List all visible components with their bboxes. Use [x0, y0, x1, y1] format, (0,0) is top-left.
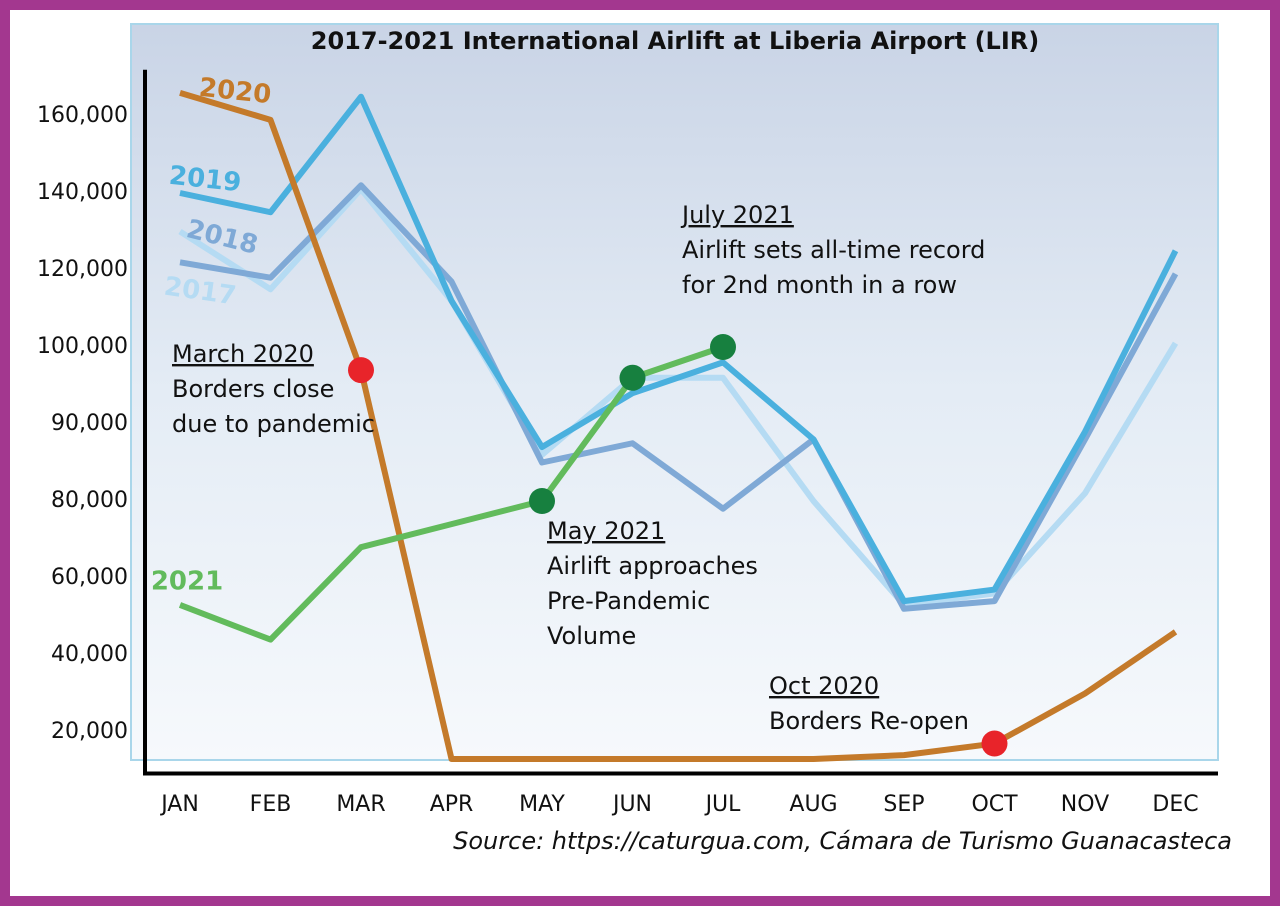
annotation-title: May 2021 — [547, 517, 665, 545]
x-tick-label: OCT — [971, 792, 1018, 817]
y-tick-label: 80,000 — [51, 488, 128, 513]
y-tick-label: 120,000 — [37, 257, 128, 282]
x-tick-label: DEC — [1152, 792, 1198, 817]
source: Source: https://caturgua.com, Cámara de … — [453, 827, 1232, 855]
x-tick-label: JAN — [159, 792, 199, 817]
x-tick-label: NOV — [1061, 792, 1109, 817]
annotation-text: Borders close — [172, 375, 334, 403]
series-line — [179, 90, 1178, 762]
y-tick-label: 20,000 — [51, 719, 128, 744]
x-tick-label: APR — [430, 792, 474, 817]
event-dot — [981, 730, 1008, 757]
y-tick-label: 100,000 — [37, 334, 128, 359]
annotation-text: Borders Re-open — [769, 707, 969, 735]
x-tick-label: JUL — [704, 792, 742, 817]
y-tick-label: 90,000 — [51, 411, 128, 436]
annotation-text: Pre-Pandemic — [547, 587, 710, 615]
series-line — [179, 182, 1179, 612]
annotation-title: July 2021 — [680, 201, 794, 229]
annotation-text: due to pandemic — [172, 410, 375, 438]
event-dot — [619, 364, 646, 391]
y-tick-label: 60,000 — [51, 565, 128, 590]
annotation-title: March 2020 — [172, 340, 314, 368]
series-line — [179, 93, 1179, 605]
x-tick-label: JUN — [611, 792, 652, 817]
annotation-title: Oct 2020 — [769, 672, 879, 700]
chart-title: 2017-2021 International Airlift at Liber… — [311, 27, 1039, 55]
y-tick-label: 140,000 — [37, 180, 128, 205]
annotation-text: Volume — [547, 622, 636, 650]
x-tick-label: FEB — [250, 792, 292, 817]
event-dot — [348, 357, 374, 384]
x-tick-label: MAY — [519, 792, 565, 817]
x-tick-label: SEP — [883, 792, 924, 817]
annotation-text: Airlift sets all-time record — [682, 236, 985, 264]
x-tick-label: AUG — [789, 792, 837, 817]
x-tick-label: MAR — [336, 792, 385, 817]
annotation-text: for 2nd month in a row — [682, 271, 957, 299]
series-label: 2021 — [151, 567, 223, 597]
event-dot — [710, 334, 736, 360]
plot-background — [130, 23, 1219, 761]
event-dot — [529, 488, 555, 514]
y-tick-label: 160,000 — [37, 103, 128, 128]
annotation-text: Airlift approaches — [547, 552, 758, 580]
y-tick-label: 40,000 — [51, 642, 128, 667]
